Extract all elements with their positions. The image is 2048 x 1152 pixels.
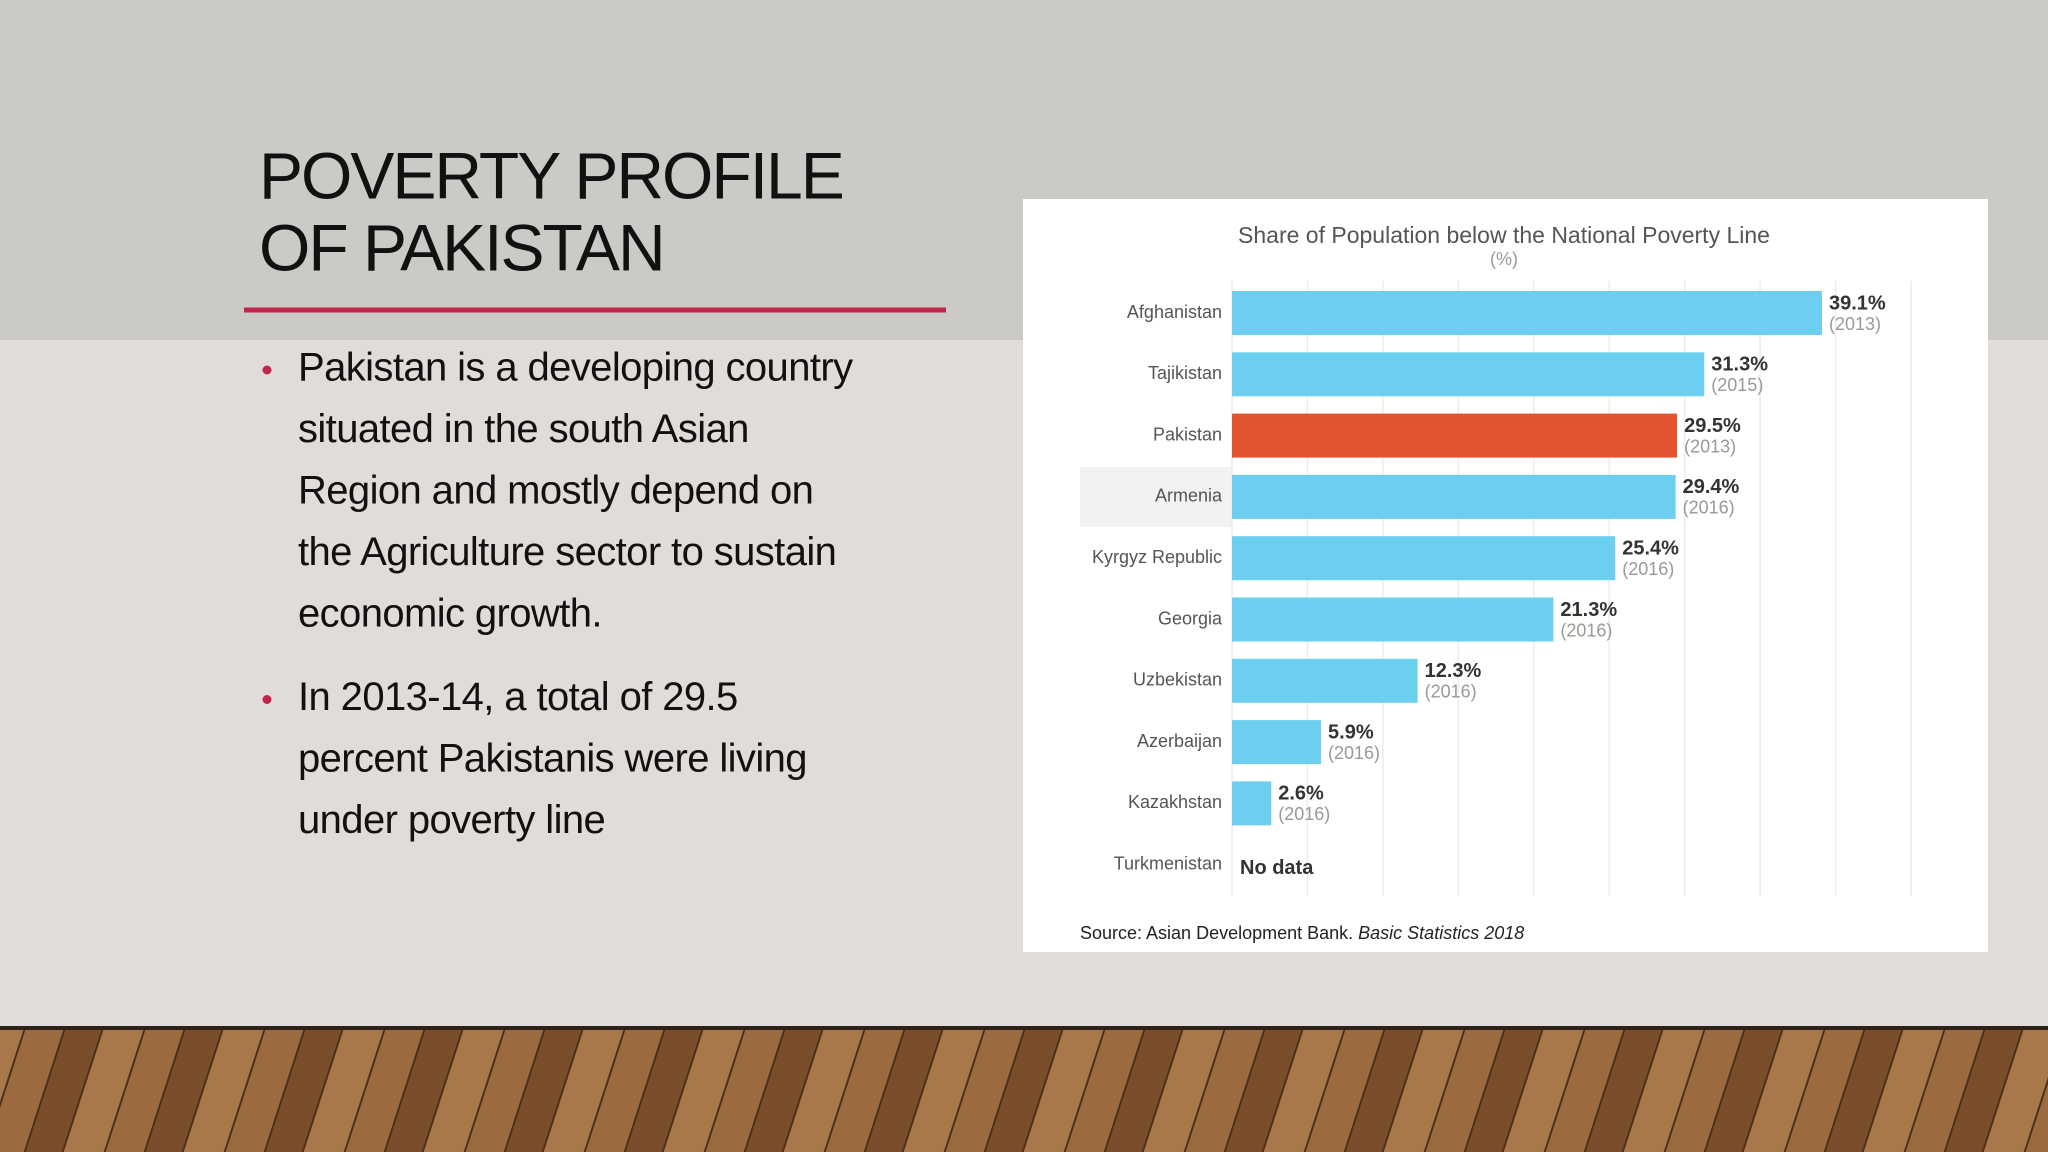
bar [1232, 720, 1322, 765]
category-label: Pakistan [1153, 424, 1222, 444]
source: Source: Asian Development Bank. [1080, 923, 1358, 943]
bullet-text: the Agriculture sector to sustain [298, 530, 836, 574]
category-label: Georgia [1158, 608, 1223, 628]
year-label: (2013) [1684, 436, 1736, 456]
year-label: (2016) [1560, 620, 1612, 640]
bar [1232, 781, 1272, 826]
year-label: (2016) [1278, 804, 1330, 824]
category-label: Azerbaijan [1137, 731, 1222, 751]
bullet-text: under poverty line [298, 798, 605, 842]
value-label: 21.3% [1560, 599, 1617, 621]
floor-edge [0, 1026, 2048, 1030]
bullet-text: economic growth. [298, 592, 602, 636]
year-label: (2015) [1711, 375, 1763, 395]
slide-title: POVERTY PROFILE [259, 138, 843, 212]
category-label: Armenia [1155, 486, 1223, 506]
year-label: (2016) [1328, 743, 1380, 763]
value-label: 29.4% [1683, 476, 1740, 498]
row-highlight [1080, 467, 1232, 527]
category-label: Afghanistan [1127, 302, 1222, 322]
year-label: (2016) [1683, 498, 1735, 518]
bullet-text: Region and mostly depend on [298, 469, 813, 513]
bullet-text: situated in the south Asian [298, 407, 749, 451]
value-label: 31.3% [1711, 354, 1768, 376]
value-label: 25.4% [1622, 537, 1679, 559]
chart-title: Share of Population below the National P… [1238, 222, 1770, 248]
bar [1232, 291, 1822, 335]
year-label: (2013) [1829, 314, 1881, 334]
bullet-text: Pakistan is a developing country [298, 346, 853, 390]
bullet-text: percent Pakistanis were living [298, 737, 807, 781]
floor [0, 1028, 2048, 1152]
bullet-dot [262, 695, 272, 704]
source-italic: Basic Statistics 2018 [1358, 923, 1524, 943]
bar [1232, 658, 1418, 703]
category-label: Kazakhstan [1128, 792, 1222, 812]
year-label: (2016) [1622, 559, 1674, 579]
category-label: Uzbekistan [1133, 670, 1222, 690]
category-label: Turkmenistan [1114, 853, 1222, 873]
value-label: 39.1% [1829, 292, 1886, 314]
chart-subtitle: (%) [1490, 249, 1518, 269]
chart-source: Source: Asian Development Bank. Basic St… [1080, 923, 1524, 943]
slide-title: OF PAKISTAN [259, 210, 664, 284]
bar [1232, 413, 1678, 458]
category-label: Tajikistan [1148, 363, 1222, 383]
value-label: 29.5% [1684, 415, 1741, 437]
value-label: No data [1240, 857, 1314, 879]
category-label: Kyrgyz Republic [1092, 547, 1222, 567]
bullet-dot [262, 365, 272, 375]
year-label: (2016) [1425, 682, 1477, 702]
bar [1232, 536, 1616, 581]
bar [1232, 474, 1676, 519]
value-label: 5.9% [1328, 721, 1374, 743]
bullet-text: In 2013-14, a total of 29.5 [298, 675, 738, 719]
value-label: 12.3% [1425, 660, 1482, 682]
value-label: 2.6% [1278, 783, 1324, 805]
bar [1232, 352, 1705, 397]
bar [1232, 597, 1554, 642]
